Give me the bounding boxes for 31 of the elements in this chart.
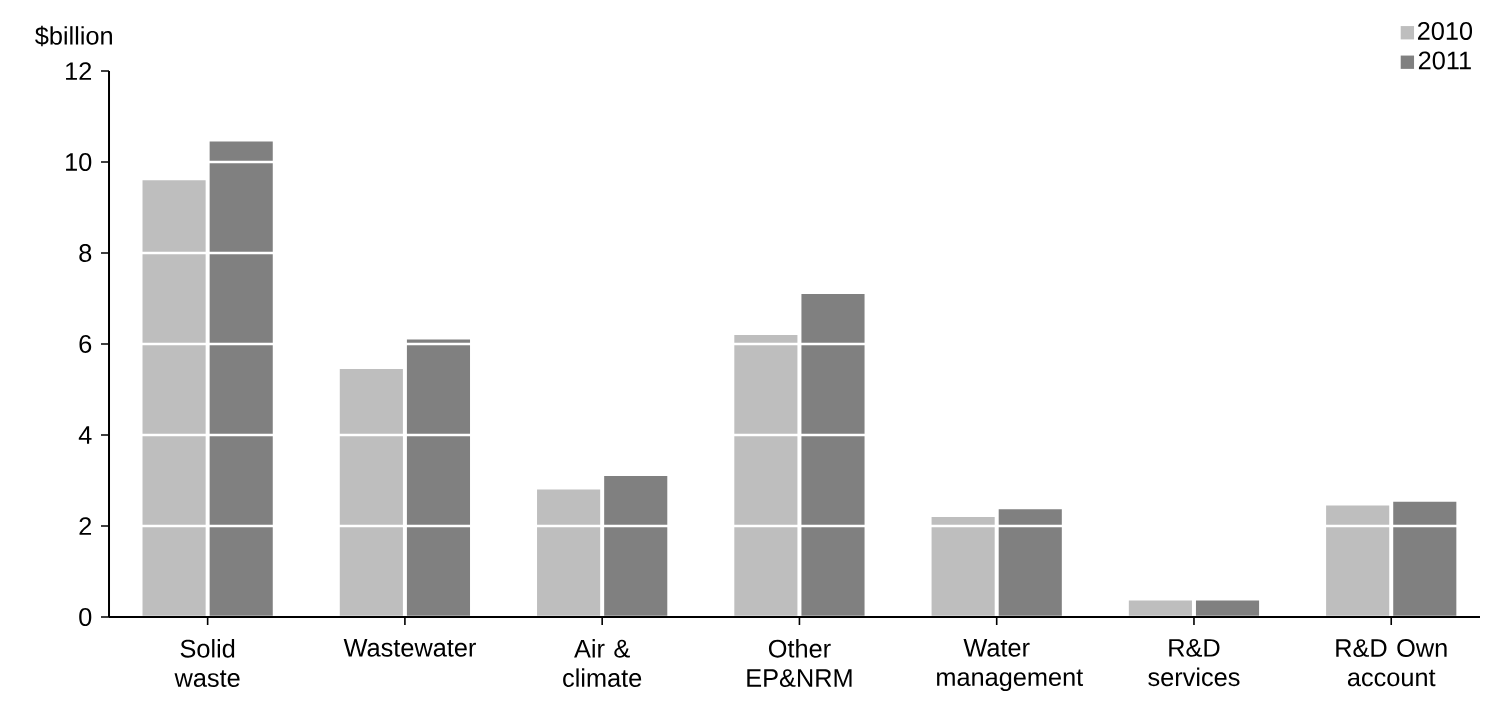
x-tick-label: Air & climate (563, 639, 642, 687)
legend-label: 2011 (1418, 51, 1471, 70)
x-tick-label: Wastewater (343, 639, 476, 657)
y-axis-title: $billion (35, 25, 112, 47)
bar (604, 475, 668, 617)
x-tick-label: Water management (937, 639, 1084, 692)
bar (537, 489, 601, 617)
y-tick-label: 8 (79, 244, 92, 262)
bar (142, 180, 206, 617)
bar (931, 516, 995, 617)
bar (1326, 505, 1390, 617)
y-tick-label: 0 (79, 608, 92, 626)
x-tick-label: Solid waste (174, 639, 240, 687)
bar (998, 509, 1062, 617)
bar (339, 369, 403, 617)
bar (734, 334, 798, 617)
y-tick-label: 6 (79, 335, 92, 353)
legend-label: 2010 (1417, 21, 1473, 40)
y-tick-label: 4 (78, 426, 92, 444)
x-tick-label: R&D services (1148, 639, 1240, 687)
bar (209, 141, 273, 617)
y-tick-label: 2 (79, 517, 92, 535)
bar (406, 339, 471, 617)
bar (1128, 600, 1192, 617)
bar (1195, 600, 1260, 617)
bar (1393, 501, 1457, 617)
y-tick-label: 10 (66, 153, 92, 171)
x-tick-label: R&D Own account (1336, 639, 1447, 687)
bar (801, 293, 865, 617)
y-tick-label: 12 (66, 62, 92, 80)
x-tick-label: Other EP&NRM (747, 639, 852, 687)
